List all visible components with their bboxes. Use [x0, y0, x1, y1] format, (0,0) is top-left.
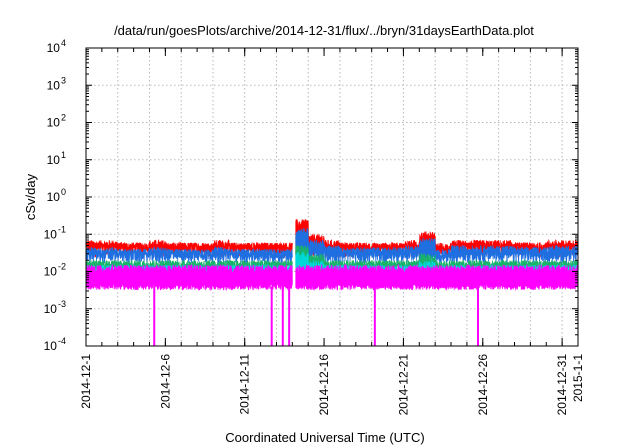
- y-tick-exponent: 2: [61, 113, 66, 123]
- y-tick-label: 101: [47, 150, 66, 167]
- x-axis-label: Coordinated Universal Time (UTC): [225, 430, 424, 445]
- y-tick-label: 10-1: [44, 224, 66, 241]
- x-tick-label: 2014-12-16: [317, 354, 331, 416]
- grid: [86, 48, 578, 346]
- x-tick-label: 2014-12-26: [476, 354, 490, 416]
- y-tick-label: 104: [47, 38, 66, 55]
- y-tick-exponent: 0: [61, 187, 66, 197]
- y-tick-label: 100: [47, 187, 66, 204]
- y-tick-label: 10-4: [44, 336, 66, 353]
- y-tick-label: 103: [47, 75, 66, 92]
- y-tick-exponent: 4: [61, 38, 66, 48]
- x-tick-label: 2014-12-31: [555, 354, 569, 416]
- series-band: [85, 246, 293, 265]
- x-tick-label: 2014-12-6: [158, 354, 172, 409]
- x-tick-label: 2014-12-1: [79, 354, 93, 409]
- y-tick-exponent: -2: [58, 262, 66, 272]
- x-tick-label: 2014-12-11: [238, 354, 252, 415]
- y-tick-label: 102: [47, 113, 66, 130]
- y-tick-exponent: -3: [58, 299, 66, 309]
- series-band: [85, 263, 293, 292]
- x-axis: 2014-12-1 2014-12-6 2014-12-11 2014-12-16 20…: [79, 48, 585, 415]
- y-tick-label: 10-3: [44, 299, 66, 316]
- y-axis-label: cSv/day: [23, 173, 38, 220]
- chart-title: /data/run/goesPlots/archive/2014-12-31/f…: [114, 23, 534, 38]
- series-band: [295, 263, 579, 292]
- y-tick-label: 10-2: [44, 262, 66, 279]
- y-tick-exponent: -1: [58, 224, 66, 234]
- plot-area: [85, 219, 579, 346]
- plot-frame: [85, 47, 579, 347]
- y-tick-exponent: -4: [58, 336, 66, 346]
- x-tick-label: 2015-1-1: [571, 354, 585, 402]
- series-trace: [85, 263, 579, 346]
- y-tick-exponent: 1: [61, 150, 66, 160]
- x-tick-label: 2014-12-21: [396, 354, 410, 416]
- y-tick-exponent: 3: [61, 75, 66, 85]
